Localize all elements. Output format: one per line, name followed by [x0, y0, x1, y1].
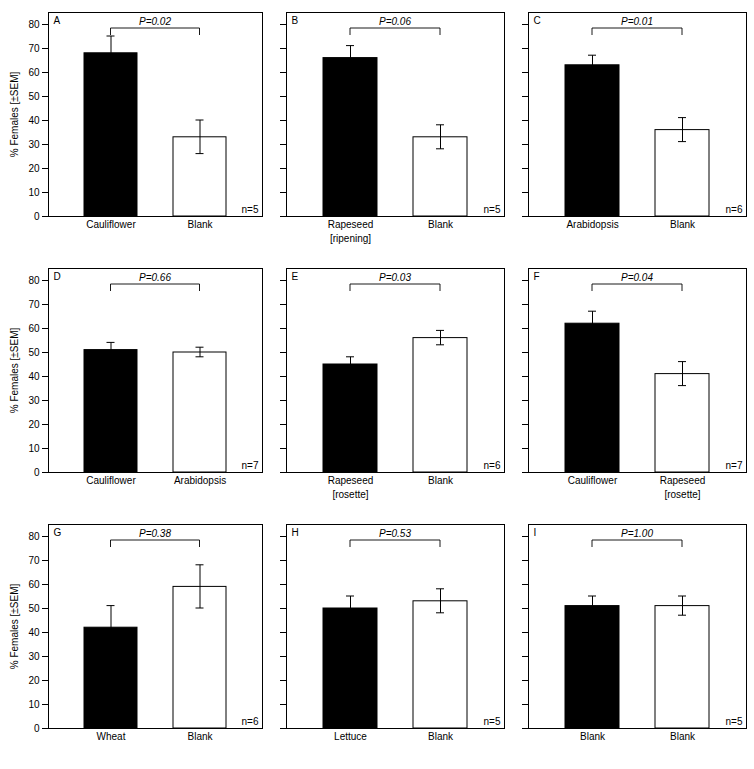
- svg-text:P=0.53: P=0.53: [379, 528, 411, 539]
- svg-text:10: 10: [28, 443, 40, 454]
- svg-text:Blank: Blank: [428, 219, 454, 230]
- svg-text:20: 20: [28, 163, 40, 174]
- svg-text:n=6: n=6: [242, 716, 259, 727]
- svg-text:Blank: Blank: [428, 475, 454, 486]
- svg-text:P=0.02: P=0.02: [139, 16, 171, 27]
- svg-text:n=6: n=6: [484, 460, 501, 471]
- svg-text:Cauliflower: Cauliflower: [568, 475, 618, 486]
- svg-text:Blank: Blank: [187, 731, 213, 742]
- svg-text:Rapeseed: Rapeseed: [328, 475, 374, 486]
- svg-text:60: 60: [28, 323, 40, 334]
- svg-text:% Females [±SEM]: % Females [±SEM]: [9, 328, 20, 414]
- svg-text:70: 70: [28, 555, 40, 566]
- svg-text:70: 70: [28, 43, 40, 54]
- svg-text:n=7: n=7: [242, 460, 259, 471]
- svg-text:[ripening]: [ripening]: [330, 233, 371, 244]
- svg-text:A: A: [54, 15, 61, 26]
- svg-text:n=5: n=5: [242, 204, 259, 215]
- svg-text:Lettuce: Lettuce: [334, 731, 367, 742]
- svg-text:P=0.06: P=0.06: [379, 16, 411, 27]
- svg-text:40: 40: [28, 371, 40, 382]
- svg-text:30: 30: [28, 651, 40, 662]
- svg-text:Blank: Blank: [580, 731, 606, 742]
- svg-text:50: 50: [28, 347, 40, 358]
- svg-text:P=1.00: P=1.00: [621, 528, 653, 539]
- svg-text:D: D: [54, 271, 61, 282]
- svg-text:% Females [±SEM]: % Females [±SEM]: [9, 584, 20, 670]
- svg-text:n=7: n=7: [726, 460, 743, 471]
- svg-text:B: B: [292, 15, 299, 26]
- svg-text:Blank: Blank: [670, 219, 696, 230]
- svg-text:I: I: [534, 527, 537, 538]
- svg-text:30: 30: [28, 395, 40, 406]
- svg-text:80: 80: [28, 531, 40, 542]
- svg-text:G: G: [54, 527, 62, 538]
- svg-text:Rapeseed: Rapeseed: [328, 219, 374, 230]
- svg-text:80: 80: [28, 19, 40, 30]
- svg-text:n=5: n=5: [484, 204, 501, 215]
- svg-text:P=0.38: P=0.38: [139, 528, 171, 539]
- svg-text:80: 80: [28, 275, 40, 286]
- svg-text:F: F: [534, 271, 540, 282]
- svg-text:n=5: n=5: [726, 716, 743, 727]
- svg-text:20: 20: [28, 675, 40, 686]
- svg-text:Blank: Blank: [428, 731, 454, 742]
- svg-text:40: 40: [28, 627, 40, 638]
- svg-text:P=0.03: P=0.03: [379, 272, 411, 283]
- svg-text:60: 60: [28, 579, 40, 590]
- svg-text:[rosette]: [rosette]: [664, 489, 700, 500]
- svg-text:50: 50: [28, 91, 40, 102]
- svg-text:C: C: [534, 15, 541, 26]
- svg-text:0: 0: [34, 723, 40, 734]
- svg-text:50: 50: [28, 603, 40, 614]
- svg-text:0: 0: [34, 211, 40, 222]
- svg-text:E: E: [292, 271, 299, 282]
- svg-text:40: 40: [28, 115, 40, 126]
- svg-text:n=6: n=6: [726, 204, 743, 215]
- svg-text:P=0.66: P=0.66: [139, 272, 171, 283]
- svg-text:Blank: Blank: [670, 731, 696, 742]
- svg-text:70: 70: [28, 299, 40, 310]
- svg-text:Rapeseed: Rapeseed: [660, 475, 706, 486]
- svg-text:n=5: n=5: [484, 716, 501, 727]
- svg-text:Arabidopsis: Arabidopsis: [566, 219, 618, 230]
- svg-text:10: 10: [28, 187, 40, 198]
- svg-text:Cauliflower: Cauliflower: [86, 219, 136, 230]
- svg-text:Wheat: Wheat: [97, 731, 126, 742]
- svg-text:10: 10: [28, 699, 40, 710]
- svg-text:Cauliflower: Cauliflower: [86, 475, 136, 486]
- svg-text:20: 20: [28, 419, 40, 430]
- svg-text:[rosette]: [rosette]: [332, 489, 368, 500]
- svg-text:30: 30: [28, 139, 40, 150]
- svg-text:P=0.04: P=0.04: [621, 272, 653, 283]
- svg-text:Arabidopsis: Arabidopsis: [174, 475, 226, 486]
- svg-text:P=0.01: P=0.01: [621, 16, 653, 27]
- svg-text:60: 60: [28, 67, 40, 78]
- svg-text:Blank: Blank: [187, 219, 213, 230]
- svg-text:0: 0: [34, 467, 40, 478]
- svg-text:% Females [±SEM]: % Females [±SEM]: [9, 72, 20, 158]
- svg-text:H: H: [292, 527, 299, 538]
